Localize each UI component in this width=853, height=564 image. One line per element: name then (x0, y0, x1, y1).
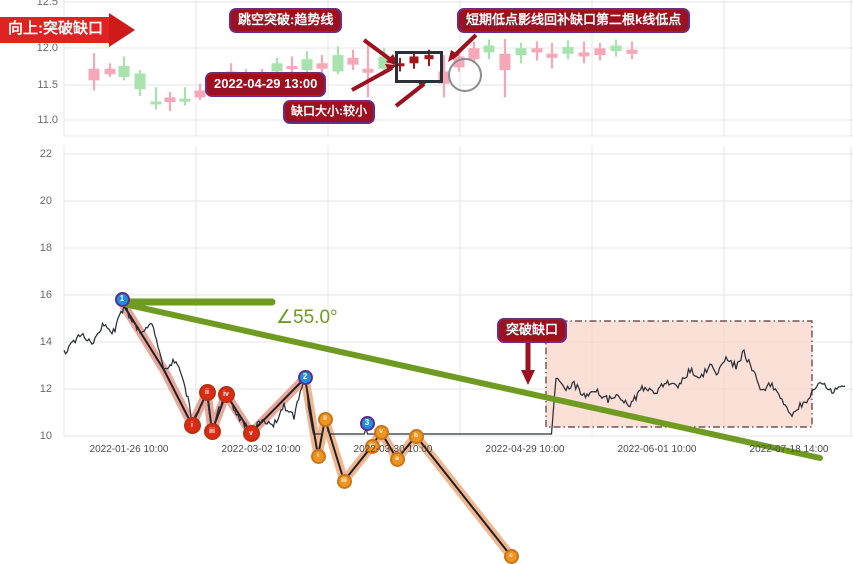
upper-ytick-12-0: 12.0 (36, 42, 58, 54)
main-xtick-0: 2022-01-26 10:00 (89, 444, 169, 455)
candle-body (594, 48, 606, 56)
candle-body (301, 59, 313, 71)
main-xtick-1: 2022-03-02 10:00 (221, 444, 301, 455)
upper-ytick-12-5: 12.5 (36, 0, 58, 8)
wave-marker-minor-i[interactable]: i (310, 448, 326, 464)
upper-ytick-11-5: 11.5 (37, 79, 58, 91)
wave-marker-intermediate-v[interactable]: v (242, 424, 260, 442)
candle-body (378, 56, 390, 69)
annotation-gap-breakout-trendline[interactable]: 跳空突破:趋势线 (229, 8, 343, 34)
wave-marker-intermediate-i[interactable]: i (183, 416, 201, 434)
upper-ytick-11-0: 11.0 (37, 114, 58, 126)
upward-gap-banner-label: 向上:突破缺口 (0, 17, 109, 43)
main-ytick-22: 22 (39, 148, 52, 160)
wave-marker-intermediate-ii[interactable]: ii (198, 383, 216, 401)
candle-body (468, 48, 480, 60)
breakout-arrow (521, 338, 535, 385)
wave-marker-intermediate-iv[interactable]: iv (217, 385, 235, 403)
wave-marker-minor-a[interactable]: a (389, 451, 405, 467)
main-xtick-5: 2022-07-18 14:00 (749, 444, 829, 455)
wave-band-overlays (119, 301, 516, 561)
wave-marker-intermediate-iii[interactable]: iii (203, 422, 221, 440)
main-ytick-16: 16 (39, 289, 52, 301)
candle-body (316, 63, 328, 69)
candle-body (515, 48, 527, 56)
candle-body (118, 66, 130, 77)
wave-marker-minor-b[interactable]: b (408, 428, 424, 444)
candle-body (626, 49, 638, 54)
annotation-shadow-fill-note[interactable]: 短期低点影线回补缺口第二根k线低点 (457, 8, 691, 34)
price-line-series (63, 303, 846, 435)
low-point-circle (448, 58, 482, 92)
main-xtick-2: 2022-03-30 10:00 (353, 444, 433, 455)
main-xtick-3: 2022-04-29 10:00 (485, 444, 565, 455)
candle-body (483, 45, 495, 53)
wave-marker-primary-2[interactable]: 2 (297, 369, 313, 385)
candle-body (531, 48, 543, 53)
candle-body (194, 90, 206, 98)
banner-arrow-tip (109, 13, 135, 47)
candle-body (347, 57, 359, 65)
descending-trendline[interactable] (121, 301, 823, 461)
main-ytick-14: 14 (39, 336, 52, 348)
annotation-breakout-gap[interactable]: 突破缺口 (497, 318, 568, 344)
candle-body (362, 68, 374, 73)
upper-detail-chart-panel: 12.5 12.0 11.5 11.0 (0, 0, 853, 138)
candle-body (104, 68, 116, 75)
candle-body (150, 101, 162, 105)
gap-highlight-rectangle (395, 51, 443, 83)
candle-body (332, 55, 344, 72)
wave-marker-minor-v[interactable]: v (373, 424, 389, 440)
candle-body (88, 68, 100, 81)
trendline-angle-label: ∠55.0° (276, 307, 338, 328)
wave-marker-minor-iv[interactable]: iv (364, 438, 380, 454)
main-wave-chart-panel: 22 20 18 16 14 12 10 (0, 138, 853, 564)
candle-body (438, 71, 450, 84)
candle-body (409, 56, 419, 64)
upward-gap-banner: 向上:突破缺口 (0, 13, 135, 47)
main-ytick-20: 20 (39, 195, 52, 207)
candle-body (562, 46, 574, 54)
main-ytick-18: 18 (39, 242, 52, 254)
candle-body (578, 52, 590, 57)
candle-body (286, 66, 298, 70)
wave-marker-primary-3[interactable]: 3 (359, 415, 375, 431)
candle-body (546, 53, 558, 58)
main-chart-canvas (63, 146, 853, 561)
candle-body (395, 63, 405, 67)
candle-body (610, 45, 622, 52)
main-ytick-12: 12 (39, 383, 52, 395)
candle-body (179, 98, 191, 102)
annotation-gap-datetime[interactable]: 2022-04-29 13:00 (205, 72, 327, 98)
wave-marker-primary-1[interactable]: 1 (114, 291, 130, 307)
candle-body (424, 55, 434, 60)
consolidation-shaded-region (545, 320, 813, 428)
candle-body (271, 63, 283, 72)
annotation-gap-size[interactable]: 缺口大小:较小 (283, 100, 375, 124)
main-ytick-10: 10 (39, 430, 52, 442)
wave-marker-minor-c[interactable]: c (503, 548, 519, 564)
wave-marker-minor-iii[interactable]: iii (336, 473, 352, 489)
wave-marker-minor-ii[interactable]: ii (317, 411, 333, 427)
candle-body (134, 73, 146, 90)
candle-body (164, 97, 176, 103)
main-xtick-4: 2022-06-01 10:00 (617, 444, 697, 455)
candle-body (499, 53, 511, 71)
